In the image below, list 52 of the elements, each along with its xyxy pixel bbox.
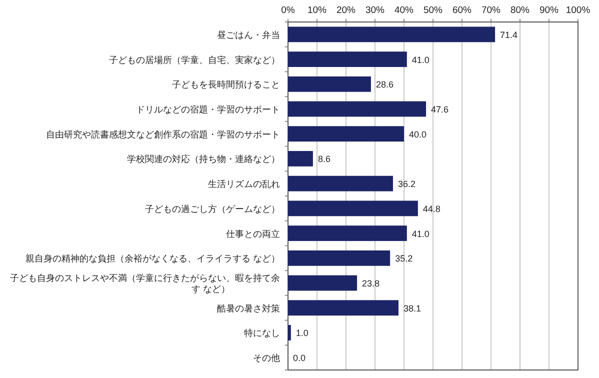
bar (288, 300, 398, 316)
x-tick-label: 40% (394, 5, 414, 16)
x-tick-label: 70% (481, 5, 502, 16)
data-label: 41.0 (412, 54, 430, 65)
data-label: 41.0 (412, 228, 430, 239)
y-tick-label: ドリルなどの宿題・学習のサポート (136, 104, 280, 114)
data-label: 1.0 (296, 328, 308, 338)
y-tick-label: 特になし (244, 328, 280, 338)
x-tick-label: 80% (510, 5, 530, 16)
y-tick-label: その他 (253, 353, 280, 364)
x-tick-label: 100% (566, 5, 591, 16)
y-tick-label: 子どもを長時間預けること (172, 80, 280, 90)
x-tick-label: 30% (365, 5, 386, 16)
data-label: 23.8 (362, 278, 380, 288)
data-label: 71.4 (500, 30, 518, 40)
data-label: 28.6 (376, 80, 394, 90)
data-label: 44.8 (422, 204, 440, 214)
bar (288, 126, 404, 142)
x-tick-label: 0% (281, 5, 296, 16)
bar (288, 226, 407, 241)
bar (288, 325, 291, 340)
y-tick-label: 自由研究や読書感想文など創作系の宿題・学習のサポート (46, 129, 280, 140)
data-label: 36.2 (398, 179, 416, 190)
y-tick-label: 昼ごはん・弁当 (217, 30, 280, 40)
bar (288, 275, 358, 291)
x-tick-label: 50% (423, 5, 444, 16)
data-label: 35.2 (395, 254, 413, 264)
bar (288, 250, 390, 266)
data-label: 8.6 (318, 154, 330, 164)
bar (288, 200, 418, 216)
bar (288, 26, 496, 42)
x-tick-label: 60% (452, 5, 472, 16)
y-tick-label: 学校関連の対応（持ち物・連絡など） (127, 154, 280, 164)
x-tick-label: 20% (336, 5, 356, 16)
bar (288, 101, 426, 117)
bar (288, 176, 393, 192)
bar (288, 76, 371, 92)
bar (288, 151, 313, 166)
x-tick-label: 90% (539, 5, 560, 16)
x-tick-label: 10% (307, 5, 328, 16)
data-label: 38.1 (403, 303, 422, 314)
data-label: 47.6 (431, 104, 449, 114)
y-tick-label: 酷暑の暑さ対策 (217, 303, 280, 314)
y-tick-label: 子ども自身のストレスや不満（学童に行きたがらない、暇を持て余す など） (10, 273, 280, 294)
y-tick-label: 親自身の精神的な負担（余裕がなくなる、イライラする など） (25, 254, 280, 264)
bar (288, 52, 407, 67)
data-label: 0.0 (293, 353, 306, 364)
y-tick-label: 生活リズムの乱れ (208, 179, 280, 190)
y-tick-label: 子どもの居場所（学童、自宅、実家など） (109, 54, 280, 65)
data-label: 40.0 (409, 129, 427, 140)
y-tick-label: 子どもの過ごし方（ゲームなど） (145, 204, 280, 214)
y-tick-label: 仕事との両立 (226, 228, 280, 239)
